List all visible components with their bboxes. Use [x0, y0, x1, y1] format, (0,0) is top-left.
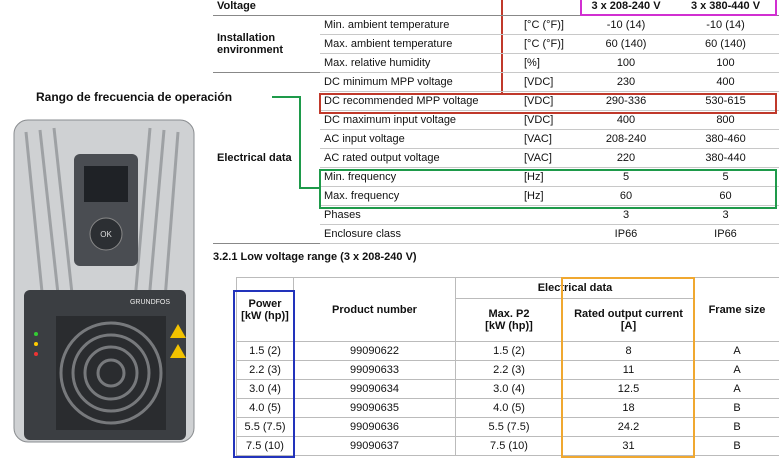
product-cell: A	[695, 361, 779, 380]
product-cell: 3.0 (4)	[456, 380, 563, 399]
value: 100	[672, 54, 779, 73]
value: IP66	[672, 225, 779, 244]
value: 380-460	[672, 130, 779, 149]
product-cell: 99090634	[294, 380, 456, 399]
value: 60 (140)	[580, 35, 672, 54]
max-p2-header: Max. P2[kW (hp)]	[456, 299, 563, 342]
unit: [%]	[520, 54, 580, 73]
value: 380-440	[672, 149, 779, 168]
product-cell: 4.0 (5)	[456, 399, 563, 418]
unit: [VAC]	[520, 149, 580, 168]
parameter: DC minimum MPP voltage	[320, 73, 520, 92]
product-cell: B	[695, 437, 779, 456]
unit	[520, 225, 580, 244]
product-cell: 2.2 (3)	[456, 361, 563, 380]
value: 220	[580, 149, 672, 168]
parameter: Max. relative humidity	[320, 54, 520, 73]
header-line: Max. P2	[489, 308, 530, 320]
highlight-current	[561, 277, 695, 458]
parameter: Max. ambient temperature	[320, 35, 520, 54]
highlight-mpp	[319, 93, 777, 114]
product-cell: B	[695, 399, 779, 418]
header-label: Voltage	[213, 0, 580, 16]
section-title: 3.2.1 Low voltage range (3 x 208-240 V)	[213, 251, 417, 263]
group-label: Installation environment	[213, 16, 320, 73]
product-number-header: Product number	[294, 278, 456, 342]
parameter: AC rated output voltage	[320, 149, 520, 168]
highlight-voltage	[580, 0, 777, 16]
frame-size-header: Frame size	[695, 278, 779, 342]
unit: [°C (°F)]	[520, 16, 580, 35]
value: 230	[580, 73, 672, 92]
product-cell: A	[695, 380, 779, 399]
product-cell: B	[695, 418, 779, 437]
product-cell: 99090636	[294, 418, 456, 437]
parameter: Enclosure class	[320, 225, 520, 244]
product-cell: 1.5 (2)	[456, 342, 563, 361]
header-line: [kW (hp)]	[485, 320, 533, 332]
product-cell: A	[695, 342, 779, 361]
product-cell: 99090637	[294, 437, 456, 456]
unit: [°C (°F)]	[520, 35, 580, 54]
highlight-power	[233, 290, 295, 458]
parameter: AC input voltage	[320, 130, 520, 149]
value: IP66	[580, 225, 672, 244]
value: 208-240	[580, 130, 672, 149]
product-cell: 7.5 (10)	[456, 437, 563, 456]
value: -10 (14)	[672, 16, 779, 35]
product-cell: 99090622	[294, 342, 456, 361]
value: 100	[580, 54, 672, 73]
group-label: Electrical data	[213, 73, 320, 244]
product-cell: 99090635	[294, 399, 456, 418]
highlight-frequency	[319, 169, 777, 209]
product-cell: 99090633	[294, 361, 456, 380]
unit: [VAC]	[520, 130, 580, 149]
parameter: Min. ambient temperature	[320, 16, 520, 35]
unit: [VDC]	[520, 73, 580, 92]
product-cell: 5.5 (7.5)	[456, 418, 563, 437]
value: 60 (140)	[672, 35, 779, 54]
value: -10 (14)	[580, 16, 672, 35]
value: 400	[672, 73, 779, 92]
